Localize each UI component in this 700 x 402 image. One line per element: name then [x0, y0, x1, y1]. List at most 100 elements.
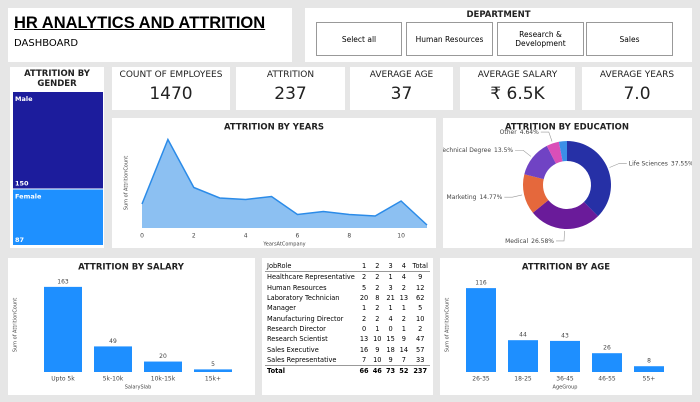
donut-slice	[546, 141, 563, 164]
table-cell: 10	[416, 314, 425, 323]
treemap-tile	[13, 189, 103, 245]
table-cell: 2	[418, 324, 423, 333]
x-tick-label: 4	[244, 233, 248, 240]
slicer-option[interactable]: Select all	[316, 22, 402, 56]
table-cell: 16	[359, 345, 369, 354]
kpi-card: AVERAGE SALARY ₹ 6.5K	[460, 67, 575, 110]
table-cell: 8	[375, 294, 380, 303]
table-cell: 9	[375, 345, 380, 354]
table-cell: 237	[410, 364, 430, 377]
x-tick-label: 26-35	[472, 376, 490, 383]
table-cell: 3	[383, 261, 398, 273]
kpi-card: COUNT OF EMPLOYEES 1470	[112, 67, 230, 110]
slice-value: 13.5%	[494, 147, 513, 154]
slice-label: Technical Degree 13.5%	[443, 147, 513, 154]
leader-line	[540, 131, 553, 142]
table-row: Manufacturing Director 2 2 4 2 10	[265, 313, 430, 323]
table-cell: 52	[397, 364, 411, 377]
table-cell: 4	[401, 273, 406, 282]
table-cell: Total	[410, 261, 430, 273]
tile-label: Male	[15, 95, 33, 103]
kpi-label: AVERAGE SALARY	[477, 70, 558, 80]
gender-panel: ATTRITION BY GENDER Male 150 Female 87	[10, 67, 104, 248]
slice-value: 37.55%	[671, 160, 692, 167]
slice-label: Other 4.64%	[500, 129, 539, 136]
table-cell: Manufacturing Director	[267, 314, 344, 323]
slice-value: 14.77%	[479, 194, 502, 201]
table-cell: 4	[388, 314, 393, 323]
data-label: 49	[109, 338, 117, 345]
donut-chart: ATTRITION BY EDUCATION Life Sciences 37.5…	[439, 123, 694, 245]
slicer-option[interactable]: Human Resources	[406, 22, 493, 56]
table-cell: 2	[401, 314, 406, 323]
x-tick-label: 55+	[643, 376, 656, 383]
table-cell: Total	[265, 364, 358, 377]
table-cell: 2	[370, 261, 384, 273]
x-tick-label: 2	[192, 233, 196, 240]
kpi-card: AVERAGE YEARS 7.0	[582, 67, 692, 110]
table-cell: Sales Representative	[267, 355, 337, 364]
dashboard-subtitle: DASHBOARD	[14, 38, 79, 49]
x-tick-label: Upto 5k	[51, 376, 75, 383]
table-row: Sales Representative 7 10 9 7 33	[265, 355, 430, 366]
leader-line	[556, 230, 565, 242]
table-cell: 5	[418, 304, 423, 313]
table-cell: 2	[361, 314, 367, 323]
bar	[44, 286, 82, 372]
table-cell: Sales Executive	[267, 345, 319, 354]
slicer-option[interactable]: Sales	[586, 22, 673, 56]
table-cell: 13	[399, 294, 409, 303]
data-label: 163	[57, 278, 69, 285]
kpi-card: ATTRITION 237	[236, 67, 345, 110]
slice-label: Medical 26.58%	[505, 237, 554, 244]
tile-value: 87	[15, 236, 24, 244]
kpi-label: AVERAGE YEARS	[599, 70, 675, 80]
slicer-option[interactable]: Research & Development	[497, 22, 584, 56]
table-cell: 15	[386, 335, 395, 344]
data-label: 26	[603, 345, 611, 352]
bar	[508, 340, 538, 372]
table-cell: 2	[361, 273, 367, 282]
table-cell: 9	[401, 335, 406, 344]
donut-slice	[524, 145, 556, 180]
y-axis-label: Sum of AttritionCount	[13, 298, 19, 352]
table-cell: 62	[416, 294, 425, 303]
x-axis-label: AgeGroup	[553, 385, 578, 391]
bar	[144, 361, 182, 372]
table-cell: 2	[375, 273, 380, 282]
table-row: JobRole 1 2 3 4 Total	[265, 261, 430, 273]
bar-chart: ATTRITION BY AGE 116 26-35 44 18-25 43 36-45 2…	[445, 263, 664, 391]
years-panel: ATTRITION BY YEARS 0 2 4 6 8 10 YearsAtCompany…	[112, 118, 436, 248]
table-cell: 46	[370, 364, 384, 377]
tile-value: 150	[15, 179, 29, 187]
table-cell: 1	[401, 324, 406, 333]
bar	[94, 346, 132, 372]
donut-slice	[558, 141, 567, 162]
table-cell: 12	[416, 283, 425, 292]
table-cell: Research Director	[267, 324, 326, 333]
table-cell: Healthcare Representative	[267, 273, 355, 282]
x-tick-label: 0	[140, 233, 144, 240]
kpi-value: 1470	[149, 84, 193, 104]
kpi-card: AVERAGE AGE 37	[350, 67, 453, 110]
department-slicer: DEPARTMENT Select all Human Resources Rese…	[305, 8, 692, 62]
table-cell: 10	[373, 335, 382, 344]
table-cell: 1	[375, 324, 380, 333]
leader-line	[515, 149, 532, 157]
table-cell: 3	[388, 283, 393, 292]
table-cell: Human Resources	[267, 283, 327, 292]
table-row: Total 66 46 73 52 237	[265, 364, 430, 377]
table-row: Healthcare Representative 2 2 1 4 9	[265, 272, 430, 283]
chart-title: ATTRITION BY GENDER	[24, 69, 90, 89]
treemap-tile	[13, 92, 103, 189]
table-cell: 7	[361, 355, 367, 364]
x-tick-label: 10	[397, 233, 405, 240]
salary-panel: ATTRITION BY SALARY 163 Upto 5k 49 5k-10k 20…	[8, 258, 255, 395]
kpi-label: AVERAGE AGE	[369, 70, 434, 80]
table-cell: 7	[401, 355, 406, 364]
table-cell: Laboratory Technician	[267, 294, 340, 303]
kpi-label: ATTRITION	[266, 70, 315, 80]
slice-value: 26.58%	[531, 237, 554, 244]
donut-slice	[523, 174, 549, 213]
age-panel: ATTRITION BY AGE 116 26-35 44 18-25 43 36-45 2…	[440, 258, 692, 395]
